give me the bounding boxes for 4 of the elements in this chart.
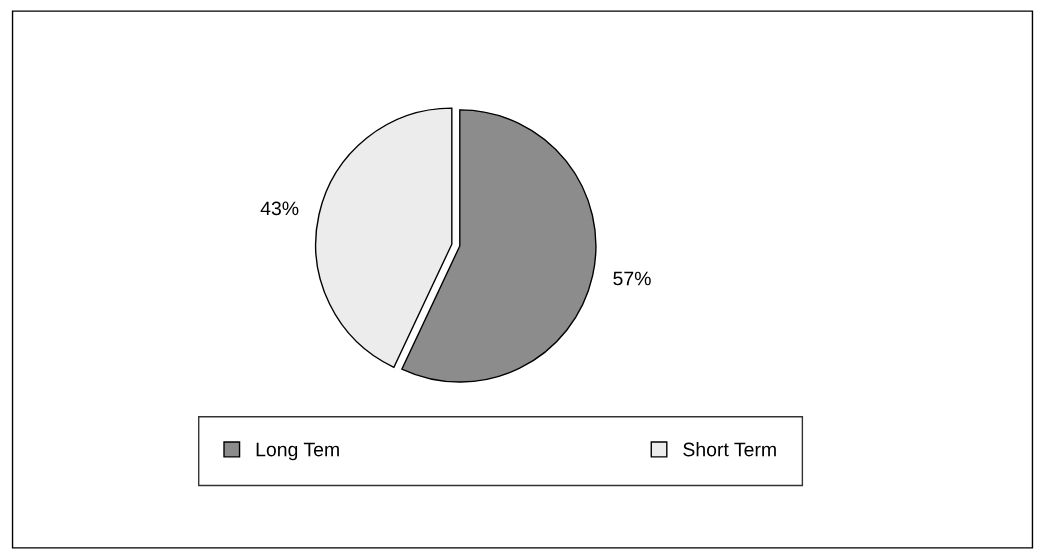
legend-label: Short Term	[683, 442, 776, 457]
data-label: 43%	[260, 201, 299, 216]
data-label: 57%	[613, 271, 651, 286]
legend-label: Long Tem	[256, 442, 339, 461]
